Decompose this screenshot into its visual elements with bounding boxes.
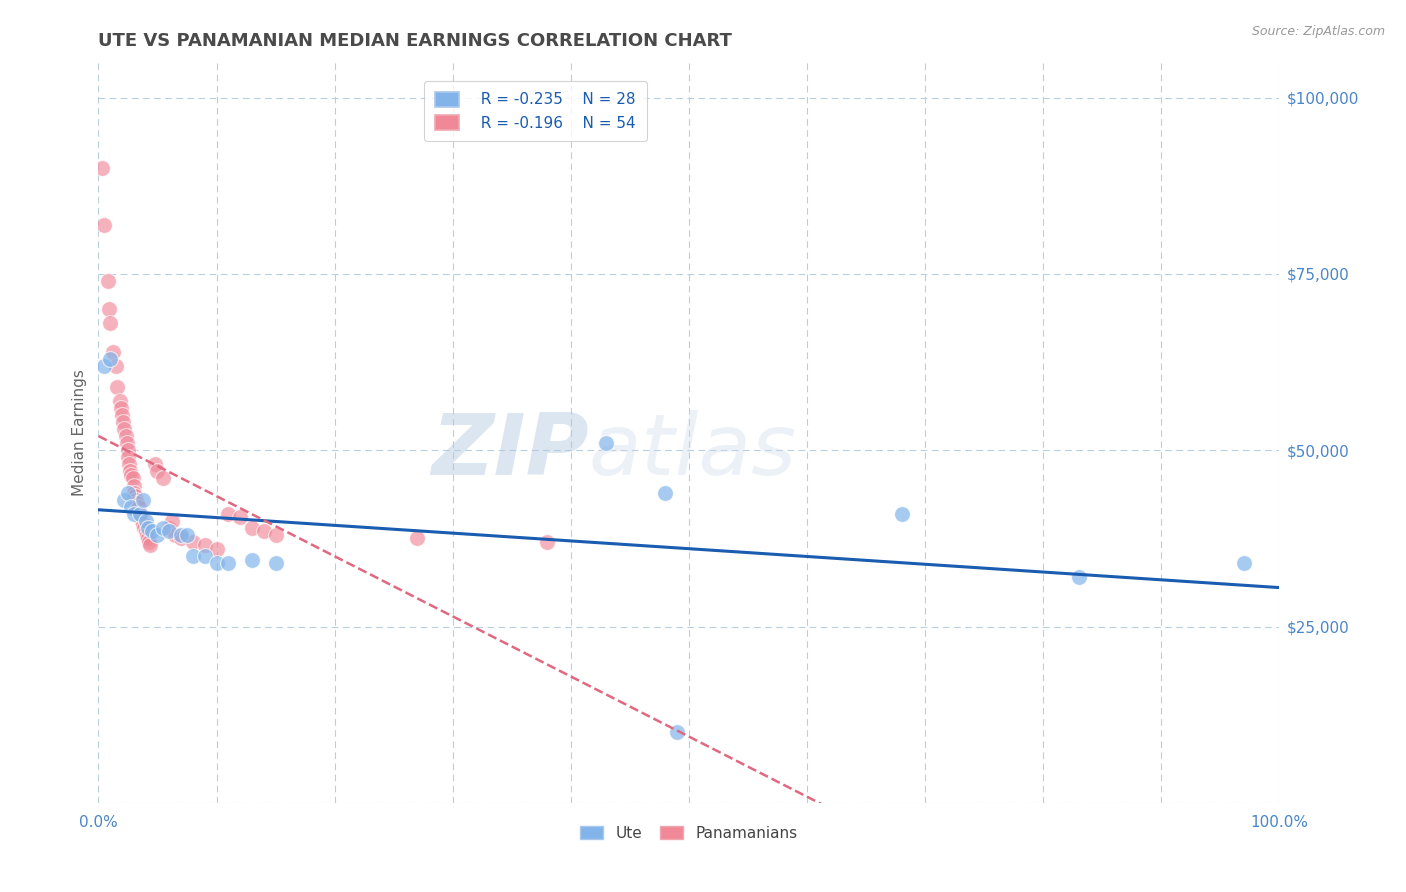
Text: UTE VS PANAMANIAN MEDIAN EARNINGS CORRELATION CHART: UTE VS PANAMANIAN MEDIAN EARNINGS CORREL…	[98, 32, 733, 50]
Point	[139, 538, 162, 552]
Point	[264, 528, 287, 542]
Point	[117, 443, 139, 458]
Point	[160, 514, 183, 528]
Point	[165, 528, 187, 542]
Point	[536, 535, 558, 549]
Point	[205, 541, 228, 556]
Point	[112, 492, 135, 507]
Point	[122, 507, 145, 521]
Point	[111, 408, 134, 422]
Point	[1233, 556, 1256, 570]
Point	[170, 528, 193, 542]
Point	[229, 510, 252, 524]
Point	[666, 725, 689, 739]
Point	[128, 507, 150, 521]
Point	[115, 436, 138, 450]
Point	[122, 478, 145, 492]
Point	[181, 549, 204, 563]
Point	[138, 535, 160, 549]
Point	[181, 535, 204, 549]
Point	[157, 521, 180, 535]
Text: atlas: atlas	[589, 409, 797, 492]
Point	[132, 517, 155, 532]
Legend: Ute, Panamanians: Ute, Panamanians	[574, 820, 804, 847]
Point	[253, 524, 276, 539]
Point	[217, 507, 239, 521]
Point	[101, 344, 124, 359]
Point	[134, 521, 156, 535]
Point	[217, 556, 239, 570]
Point	[654, 485, 676, 500]
Point	[122, 485, 145, 500]
Point	[93, 218, 115, 232]
Point	[1067, 570, 1090, 584]
Point	[143, 458, 166, 472]
Point	[136, 532, 159, 546]
Point	[135, 524, 157, 539]
Point	[135, 514, 157, 528]
Point	[121, 500, 143, 514]
Point	[146, 528, 169, 542]
Point	[117, 450, 139, 465]
Point	[98, 351, 121, 366]
Point	[194, 538, 217, 552]
Point	[112, 415, 135, 429]
Point	[595, 436, 617, 450]
Text: Source: ZipAtlas.com: Source: ZipAtlas.com	[1251, 25, 1385, 38]
Point	[127, 496, 149, 510]
Point	[131, 514, 153, 528]
Point	[136, 521, 159, 535]
Point	[121, 467, 143, 482]
Point	[132, 492, 155, 507]
Point	[264, 556, 287, 570]
Point	[240, 552, 263, 566]
Point	[146, 464, 169, 478]
Point	[141, 524, 163, 539]
Point	[125, 492, 148, 507]
Point	[93, 359, 115, 373]
Point	[152, 471, 174, 485]
Point	[170, 532, 193, 546]
Point	[120, 464, 142, 478]
Text: ZIP: ZIP	[430, 409, 589, 492]
Point	[98, 302, 121, 317]
Point	[105, 359, 128, 373]
Point	[157, 524, 180, 539]
Point	[114, 429, 136, 443]
Point	[124, 489, 146, 503]
Point	[112, 422, 135, 436]
Point	[129, 510, 152, 524]
Point	[205, 556, 228, 570]
Point	[890, 507, 912, 521]
Point	[121, 471, 143, 485]
Point	[91, 161, 114, 176]
Point	[110, 401, 132, 415]
Point	[97, 274, 120, 288]
Point	[105, 380, 128, 394]
Point	[108, 393, 131, 408]
Point	[176, 528, 198, 542]
Point	[406, 532, 429, 546]
Point	[240, 521, 263, 535]
Point	[117, 485, 139, 500]
Point	[194, 549, 217, 563]
Y-axis label: Median Earnings: Median Earnings	[72, 369, 87, 496]
Point	[98, 316, 121, 330]
Point	[135, 528, 157, 542]
Point	[128, 500, 150, 514]
Point	[152, 521, 174, 535]
Point	[118, 458, 141, 472]
Point	[128, 507, 150, 521]
